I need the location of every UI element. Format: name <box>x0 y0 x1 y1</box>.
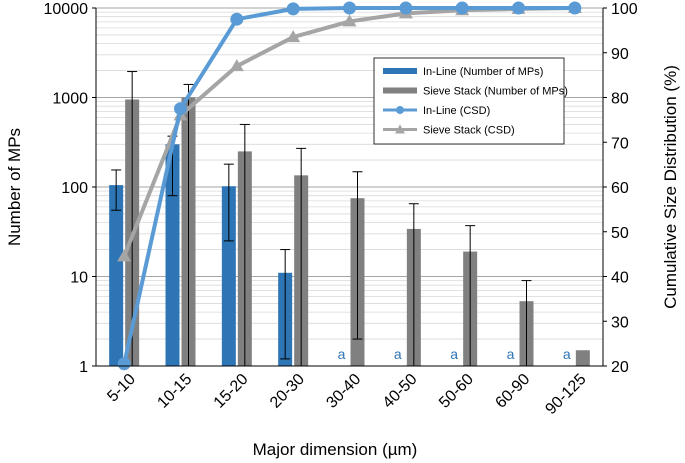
point-circle <box>512 1 525 15</box>
y2-tick-label: 20 <box>611 359 629 376</box>
point-triangle <box>342 14 357 27</box>
annotation-label: a <box>338 346 346 362</box>
annotation-label: a <box>563 346 571 362</box>
x-tick-label: 10-15 <box>154 371 195 412</box>
annotation-label: a <box>394 346 402 362</box>
legend: In-Line (Number of MPs) Sieve Stack (Numb… <box>373 57 568 145</box>
x-tick-label: 30-40 <box>323 371 364 412</box>
y-tick-label: 1000 <box>52 91 88 108</box>
y2-tick-label: 60 <box>611 180 629 197</box>
point-circle <box>230 12 244 26</box>
bar-15-20 <box>221 186 236 366</box>
legend-swatch <box>383 68 417 74</box>
legend-label: Sieve Stack (CSD) <box>423 125 515 137</box>
legend-label: Sieve Stack (Number of MPs) <box>423 86 568 98</box>
x-tick-label: 20-30 <box>267 371 308 412</box>
y-tick-label: 1 <box>79 359 88 376</box>
legend-marker <box>396 106 404 114</box>
y2-tick-label: 70 <box>611 135 629 152</box>
y2-tick-label: 90 <box>611 46 629 63</box>
x-tick-label: 50-60 <box>436 371 477 412</box>
x-axis-ticks: 5-10 10-15 15-20 20-30 30-40 40-50 50-60 60-90 9… <box>104 371 589 418</box>
point-circle <box>568 1 582 15</box>
x-tick-label: 60-90 <box>492 371 533 412</box>
left-axis-ticks: 1 10 100 1000 10000 <box>44 1 96 376</box>
bar-5-10 <box>109 185 124 366</box>
annotation-label: a <box>507 346 515 362</box>
y2-tick-label: 30 <box>611 314 629 331</box>
point-circle <box>286 2 300 16</box>
x-tick-label: 5-10 <box>104 371 139 406</box>
y2-tick-label: 50 <box>611 225 629 242</box>
y-tick-label: 10000 <box>44 1 89 18</box>
y-tick-label: 10 <box>70 270 88 287</box>
annotation-label: a <box>450 346 458 362</box>
x-tick-label: 15-20 <box>211 371 252 412</box>
point-circle <box>174 102 187 116</box>
point-triangle <box>286 30 301 43</box>
y2-tick-label: 80 <box>611 91 629 108</box>
point-triangle <box>229 59 244 72</box>
legend-label: In-Line (Number of MPs) <box>423 66 543 78</box>
y-axis-title: Number of MPs <box>5 128 24 246</box>
x-axis-title: Major dimension (µm) <box>253 440 418 459</box>
x-tick-label: 40-50 <box>380 371 421 412</box>
point-circle <box>117 357 131 371</box>
error-bars <box>111 71 532 367</box>
legend-marker <box>395 124 405 134</box>
y2-tick-label: 40 <box>611 270 629 287</box>
x-tick-label: 90-125 <box>542 371 589 418</box>
y2-tick-label: 100 <box>611 1 638 18</box>
point-triangle <box>117 249 132 262</box>
right-axis-ticks: 20 30 40 50 60 70 80 90 100 <box>603 1 638 376</box>
point-circle <box>399 1 413 15</box>
point-circle <box>455 1 469 15</box>
y-tick-label: 100 <box>61 180 88 197</box>
bar-90-125 <box>575 350 590 366</box>
legend-swatch <box>383 87 417 94</box>
bar-10-15 <box>165 144 180 366</box>
cumulative-lines <box>117 1 582 371</box>
y2-axis-title: Cumulative Size Distribution (%) <box>661 65 680 309</box>
point-circle <box>343 1 356 15</box>
legend-label: In-Line (CSD) <box>423 105 490 117</box>
